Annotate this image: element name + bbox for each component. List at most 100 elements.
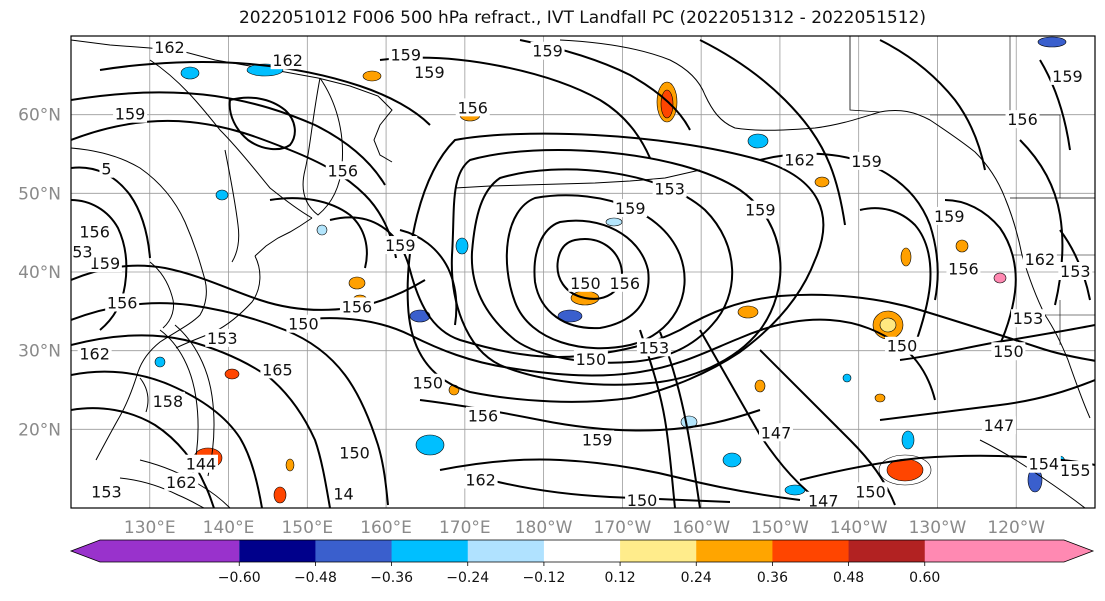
contour-label-bg xyxy=(932,206,967,225)
contour-label-bg xyxy=(412,62,447,81)
contour-label-bg xyxy=(991,342,1026,361)
contour-label-bg xyxy=(150,391,185,410)
colorbar-bin-9 xyxy=(848,540,926,562)
contour-label-bg xyxy=(113,104,148,123)
contour-label-bg xyxy=(89,482,124,501)
latitude-ticks: 20°N 30°N 40°N 50°N 60°N xyxy=(18,106,61,441)
contour-150-subtropics xyxy=(299,317,936,401)
contour-label: 156 xyxy=(327,161,358,180)
colorbar-tick-label: 0.60 xyxy=(909,570,940,586)
coastline-kamchatka xyxy=(302,77,344,216)
contour-low-innermost xyxy=(556,238,624,300)
contour-label-bg xyxy=(607,273,642,292)
lon-tick-label: 150°W xyxy=(751,518,809,538)
lon-tick-label: 140°W xyxy=(830,518,888,538)
contour-east-1 xyxy=(859,207,932,346)
contour-label-bg xyxy=(849,151,884,170)
contour-label: 153 xyxy=(91,482,122,501)
contour-north-3 xyxy=(99,61,431,126)
colorbar-bin-0 xyxy=(71,540,240,562)
colorbar-bin-6 xyxy=(620,540,697,562)
contour-low-6 xyxy=(406,132,825,403)
lat-tick-label: 60°N xyxy=(18,106,61,126)
contour-label-bg xyxy=(530,41,565,60)
colorbar-tick-label: 0.48 xyxy=(833,570,864,586)
contour-label-bg xyxy=(383,236,418,255)
lon-tick-label: 180°W xyxy=(515,518,573,538)
contour-label-bg xyxy=(758,423,793,442)
contour-label-bg xyxy=(455,98,490,117)
contour-label: 150 xyxy=(413,374,444,393)
colorbar-bin-5 xyxy=(543,540,621,562)
coastline-japan xyxy=(175,255,261,349)
colorbar-bin-1 xyxy=(239,540,316,562)
contour-147-east xyxy=(879,379,1095,421)
contour-label: 158 xyxy=(153,392,184,411)
contour-mid-1 xyxy=(269,197,368,269)
contour-label-bg xyxy=(782,150,817,169)
shade-negative-low-south xyxy=(557,309,583,323)
contour-label: 153 xyxy=(62,242,93,261)
contour-label-bg xyxy=(573,350,608,369)
contour-label-bg xyxy=(270,51,305,70)
contour-label-bg xyxy=(325,161,360,180)
lon-tick-label: 170°E xyxy=(439,518,491,538)
contour-label-bg xyxy=(625,490,660,508)
contour-label: 159 xyxy=(851,152,882,171)
contour-162-alaska xyxy=(699,39,846,226)
contour-label-bg xyxy=(853,482,888,501)
coastline-korea xyxy=(149,261,175,329)
colorbar-tick-label: −0.48 xyxy=(294,570,337,586)
colorbar-bin-7 xyxy=(696,540,773,562)
lon-tick-label: 160°E xyxy=(360,518,412,538)
contour-north-4 xyxy=(379,56,651,159)
contour-label: 156 xyxy=(1007,110,1038,129)
contour-label-bg xyxy=(388,45,423,64)
contour-label-bg xyxy=(339,297,374,316)
contour-label-bg xyxy=(806,491,841,508)
contour-label-bg xyxy=(1058,262,1093,280)
height-contours-thin xyxy=(119,324,1086,508)
colorbar-tick-label: 0.24 xyxy=(681,570,712,586)
contour-east-4 xyxy=(1039,59,1071,151)
contour-159-northpacific xyxy=(329,216,1095,362)
contour-label: 159 xyxy=(1052,67,1083,86)
contour-label: 5 xyxy=(101,160,111,179)
contour-label: 150 xyxy=(576,350,607,369)
contour-label: 153 xyxy=(1060,262,1091,281)
contour-label: 159 xyxy=(582,430,613,449)
colorbar-bin-10 xyxy=(924,540,1093,562)
contour-label: 162 xyxy=(465,470,496,489)
coastline-taiwan xyxy=(139,377,149,413)
contour-south-6 xyxy=(759,349,896,506)
contour-label: 147 xyxy=(984,416,1015,435)
contour-southeast-1 xyxy=(799,454,1095,481)
contour-label: 14 xyxy=(333,485,353,504)
contour-label: 156 xyxy=(609,274,640,293)
contour-label-bg xyxy=(87,254,122,273)
colorbar-tick-label: −0.36 xyxy=(370,570,413,586)
contour-label: 162 xyxy=(79,345,110,364)
contour-label-bg xyxy=(885,336,920,355)
colorbar-tick-label: 0.36 xyxy=(757,570,788,586)
contour-label-bg xyxy=(1026,454,1061,473)
contour-south-7 xyxy=(489,479,731,503)
contour-label: 159 xyxy=(745,201,776,220)
contour-label-bg xyxy=(105,293,140,312)
contour-east-2 xyxy=(944,199,1017,356)
map-frame xyxy=(70,35,1096,509)
contour-label-bg xyxy=(743,200,778,219)
contour-label: 154 xyxy=(1029,455,1060,474)
contour-label: 150 xyxy=(570,274,601,293)
contour-label-bg xyxy=(463,470,498,489)
contour-label: 162 xyxy=(166,473,197,492)
contour-150-east xyxy=(899,324,1095,361)
contour-north-central xyxy=(228,96,296,151)
contour-label: 162 xyxy=(154,38,185,57)
contour-label: 165 xyxy=(262,360,293,379)
contour-label-bg xyxy=(331,484,356,503)
contour-label: 156 xyxy=(79,223,110,242)
contour-162-west xyxy=(71,264,426,311)
border-alaska-canada xyxy=(849,36,881,113)
